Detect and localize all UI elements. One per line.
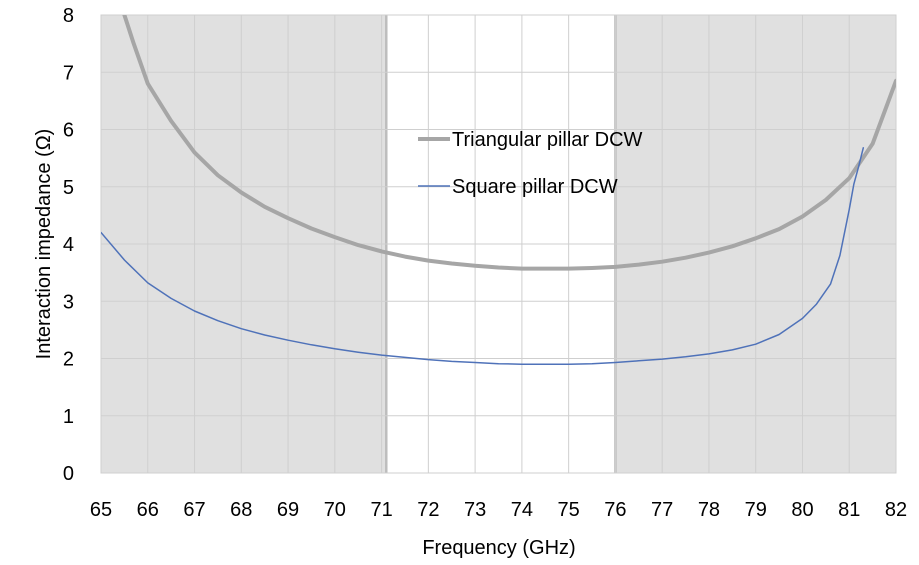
y-tick-label: 8 [63,5,74,27]
y-tick-label: 3 [63,291,74,313]
x-tick-label: 65 [90,499,112,521]
series-line-square [101,147,865,365]
y-tick-label: 4 [63,234,74,256]
y-tick-label: 7 [63,62,74,84]
x-tick-label: 69 [277,499,299,521]
y-tick-label: 0 [63,463,74,485]
x-tick-label: 76 [604,499,626,521]
y-tick-label: 6 [63,120,74,142]
x-tick-label: 68 [230,499,252,521]
plot-area [100,14,897,474]
y-tick-labels: 0 1 2 3 4 5 6 7 8 [63,5,74,485]
x-tick-label: 72 [417,499,439,521]
x-tick-label: 78 [698,499,720,521]
legend-label-triangular: Triangular pillar DCW [452,129,643,151]
x-tick-label: 73 [464,499,486,521]
x-tick-labels: 65 66 67 68 69 70 71 72 73 74 75 76 77 78 79 80 81 82 [90,499,907,521]
x-tick-label: 79 [745,499,767,521]
x-tick-label: 81 [838,499,860,521]
y-axis-title: Interaction impedance (Ω) [33,129,55,360]
x-tick-label: 80 [791,499,813,521]
x-tick-label: 75 [558,499,580,521]
y-tick-label: 5 [63,177,74,199]
series-lines [101,15,896,365]
legend-label-square: Square pillar DCW [452,176,618,198]
gridlines [100,14,897,474]
x-tick-label: 77 [651,499,673,521]
x-tick-label: 67 [183,499,205,521]
series-line-triangular [122,15,896,271]
plot-border [100,14,897,474]
y-tick-label: 2 [63,349,74,371]
x-axis-title: Frequency (GHz) [422,537,575,559]
x-tick-label: 70 [324,499,346,521]
x-tick-label: 71 [370,499,392,521]
x-tick-label: 66 [137,499,159,521]
y-tick-label: 1 [63,406,74,428]
x-tick-label: 74 [511,499,533,521]
legend: Triangular pillar DCW Square pillar DCW [418,129,643,198]
x-tick-label: 82 [885,499,907,521]
